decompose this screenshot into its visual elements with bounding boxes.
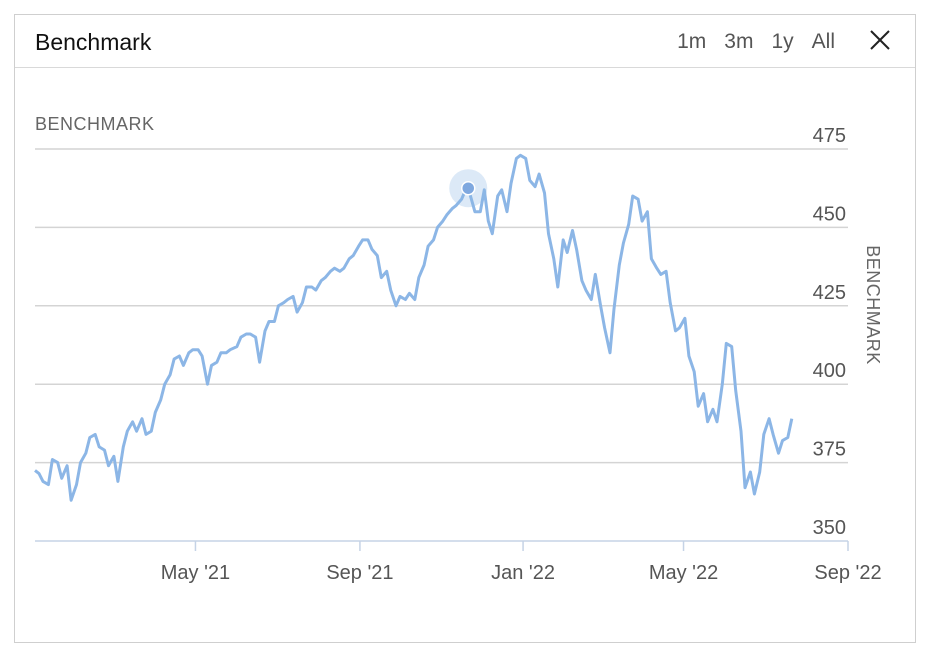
- close-icon[interactable]: [867, 27, 893, 53]
- range-selector: 1m 3m 1y All: [677, 30, 835, 54]
- panel-header: Benchmark 1m 3m 1y All: [15, 15, 915, 68]
- y-tick-label: 375: [813, 439, 846, 461]
- series-label: BENCHMARK: [35, 114, 155, 134]
- panel-title: Benchmark: [35, 29, 152, 55]
- benchmark-panel: Benchmark 1m 3m 1y All: [14, 14, 916, 643]
- benchmark-series-line: [34, 153, 794, 502]
- hover-point-marker: [460, 180, 476, 196]
- y-tick-label: 475: [813, 125, 846, 147]
- y-tick-label: 350: [813, 517, 846, 539]
- x-tick-label: Jan '22: [491, 562, 555, 584]
- x-tick-label: Sep '21: [326, 562, 393, 584]
- y-tick-label: 425: [813, 282, 846, 304]
- range-3m-button[interactable]: 3m: [724, 30, 754, 53]
- x-tick-label: May '22: [649, 562, 718, 584]
- y-tick-label: 400: [813, 360, 846, 382]
- y-tick-label: 450: [813, 203, 846, 225]
- x-tick-label: Sep '22: [814, 562, 881, 584]
- range-all-button[interactable]: All: [811, 30, 835, 53]
- y-axis-title: BENCHMARK: [863, 245, 883, 365]
- range-1m-button[interactable]: 1m: [677, 30, 707, 53]
- x-tick-label: May '21: [161, 562, 230, 584]
- range-1y-button[interactable]: 1y: [771, 30, 794, 53]
